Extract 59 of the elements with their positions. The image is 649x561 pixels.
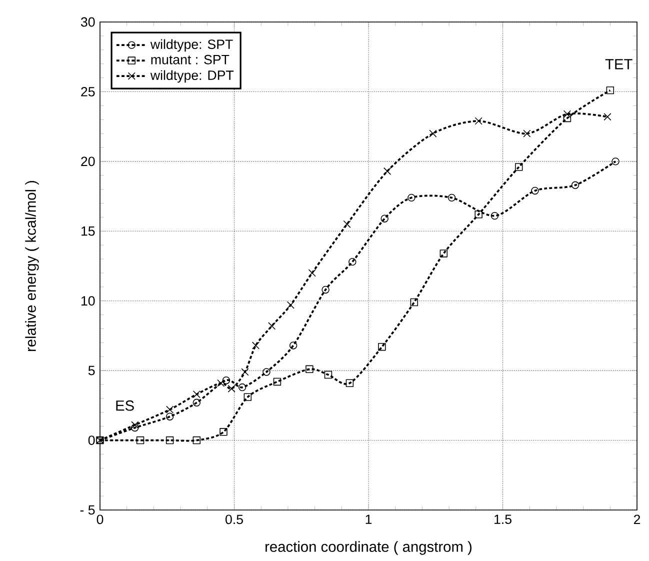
x-axis-title: reaction coordinate ( angstrom ) xyxy=(266,541,472,555)
point xyxy=(429,130,437,138)
point xyxy=(346,379,354,387)
point xyxy=(380,214,388,222)
point xyxy=(474,210,482,218)
point xyxy=(563,110,571,118)
point xyxy=(448,194,456,202)
point xyxy=(262,368,270,376)
point xyxy=(440,250,448,258)
point xyxy=(273,378,282,386)
legend-label: mutant : SPT xyxy=(151,54,230,64)
annotation: TET xyxy=(605,59,632,70)
point xyxy=(531,186,539,195)
point xyxy=(220,428,228,436)
y-tick-label: 30 xyxy=(80,17,95,27)
point xyxy=(192,398,201,407)
x-tick-label: 0.5 xyxy=(226,514,243,524)
x-tick-label: 1.5 xyxy=(494,514,512,524)
point xyxy=(324,370,332,379)
point xyxy=(306,365,314,374)
y-tick-label: - 5 xyxy=(80,505,95,515)
y-tick-label: 20 xyxy=(81,156,95,166)
annotation: ES xyxy=(116,400,134,411)
point xyxy=(563,114,572,122)
y-tick-label: 5 xyxy=(88,366,95,376)
point xyxy=(408,194,416,202)
point xyxy=(166,436,174,444)
x-tick-label: 1 xyxy=(366,514,372,524)
legend-label: wildtype: DPT xyxy=(150,70,234,83)
point xyxy=(523,130,531,138)
point xyxy=(238,383,246,392)
legend-label: wildtype: SPT xyxy=(150,39,233,52)
point xyxy=(490,212,499,220)
point xyxy=(378,343,386,351)
y-tick-label: 10 xyxy=(81,296,95,306)
y-axis-title: relative energy ( kcal/mol ) xyxy=(25,180,39,352)
point xyxy=(612,158,620,166)
point xyxy=(136,436,144,444)
point xyxy=(322,286,330,294)
point xyxy=(244,393,252,401)
point xyxy=(228,384,236,392)
point xyxy=(131,424,139,432)
point xyxy=(348,258,356,266)
point xyxy=(252,342,260,350)
point xyxy=(192,436,201,444)
point xyxy=(166,406,174,414)
y-tick-label: 0 xyxy=(88,436,95,445)
point xyxy=(571,181,580,189)
x-tick-label: 2 xyxy=(634,514,640,524)
point xyxy=(222,376,230,384)
y-tick-label: 15 xyxy=(81,226,95,236)
point xyxy=(289,342,298,350)
y-tick-label: 25 xyxy=(81,87,95,96)
point xyxy=(410,298,418,306)
point xyxy=(604,113,612,121)
point xyxy=(515,163,523,171)
point xyxy=(606,86,614,94)
point xyxy=(166,412,174,420)
x-tick-label: 0 xyxy=(96,514,104,524)
